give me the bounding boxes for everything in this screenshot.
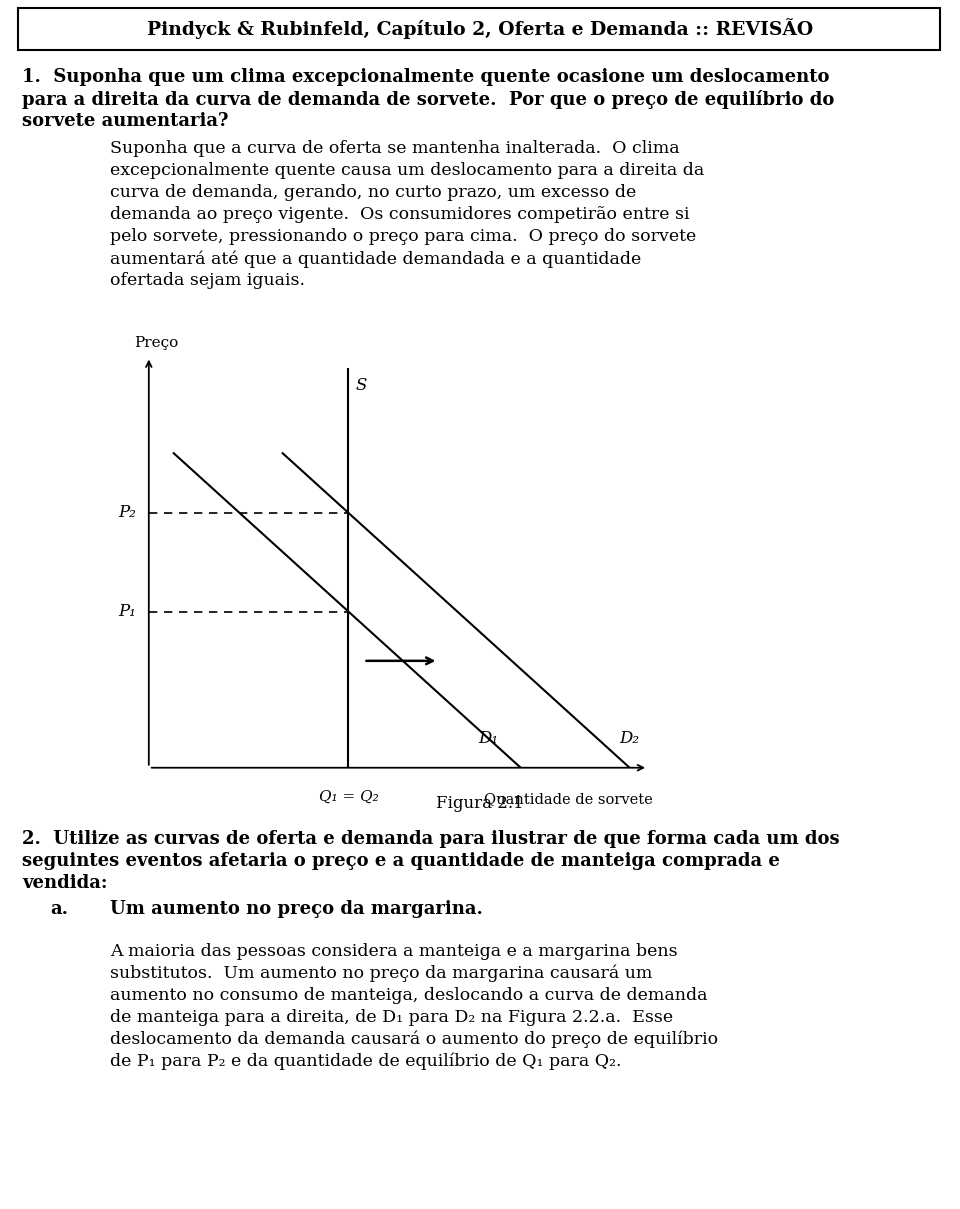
Text: Um aumento no preço da margarina.: Um aumento no preço da margarina.: [110, 899, 483, 918]
Text: Quantidade de sorvete: Quantidade de sorvete: [484, 792, 653, 806]
Text: seguintes eventos afetaria o preço e a quantidade de manteiga comprada e: seguintes eventos afetaria o preço e a q…: [22, 852, 780, 870]
Text: P₂: P₂: [119, 504, 136, 521]
Text: demanda ao preço vigente.  Os consumidores competirão entre si: demanda ao preço vigente. Os consumidore…: [110, 206, 689, 222]
Text: curva de demanda, gerando, no curto prazo, um excesso de: curva de demanda, gerando, no curto praz…: [110, 184, 636, 201]
Text: de P₁ para P₂ e da quantidade de equilíbrio de Q₁ para Q₂.: de P₁ para P₂ e da quantidade de equilíb…: [110, 1053, 621, 1070]
Text: a.: a.: [50, 899, 68, 918]
Text: substitutos.  Um aumento no preço da margarina causará um: substitutos. Um aumento no preço da marg…: [110, 965, 653, 983]
Text: de manteiga para a direita, de D₁ para D₂ na Figura 2.2.a.  Esse: de manteiga para a direita, de D₁ para D…: [110, 1010, 673, 1026]
Text: aumentará até que a quantidade demandada e a quantidade: aumentará até que a quantidade demandada…: [110, 250, 641, 267]
Text: pelo sorvete, pressionando o preço para cima.  O preço do sorvete: pelo sorvete, pressionando o preço para …: [110, 229, 696, 245]
Text: P₁: P₁: [119, 603, 136, 620]
Text: excepcionalmente quente causa um deslocamento para a direita da: excepcionalmente quente causa um desloca…: [110, 162, 705, 179]
Bar: [18, 8, 940, 50]
Text: 2.  Utilize as curvas de oferta e demanda para ilustrar de que forma cada um dos: 2. Utilize as curvas de oferta e demanda…: [22, 831, 840, 848]
Text: para a direita da curva de demanda de sorvete.  Por que o preço de equilíbrio do: para a direita da curva de demanda de so…: [22, 89, 834, 109]
Text: aumento no consumo de manteiga, deslocando a curva de demanda: aumento no consumo de manteiga, deslocan…: [110, 987, 708, 1003]
Text: Suponha que a curva de oferta se mantenha inalterada.  O clima: Suponha que a curva de oferta se mantenh…: [110, 140, 680, 157]
Text: vendida:: vendida:: [22, 874, 108, 892]
Text: D₂: D₂: [619, 730, 639, 747]
Text: D₁: D₁: [478, 730, 498, 747]
Text: Q₁ = Q₂: Q₁ = Q₂: [319, 791, 378, 804]
Text: deslocamento da demanda causará o aumento do preço de equilíbrio: deslocamento da demanda causará o aument…: [110, 1031, 718, 1048]
Text: Preço: Preço: [133, 336, 178, 351]
Text: Pindyck & Rubinfeld, Capítulo 2, Oferta e Demanda :: REVISÃO: Pindyck & Rubinfeld, Capítulo 2, Oferta …: [147, 18, 813, 40]
Text: A maioria das pessoas considera a manteiga e a margarina bens: A maioria das pessoas considera a mantei…: [110, 943, 678, 960]
Text: Figura 2.1: Figura 2.1: [436, 796, 524, 812]
Text: sorvete aumentaria?: sorvete aumentaria?: [22, 112, 228, 131]
Text: S: S: [356, 377, 368, 394]
Text: ofertada sejam iguais.: ofertada sejam iguais.: [110, 272, 305, 289]
Text: 1.  Suponha que um clima excepcionalmente quente ocasione um deslocamento: 1. Suponha que um clima excepcionalmente…: [22, 68, 829, 86]
